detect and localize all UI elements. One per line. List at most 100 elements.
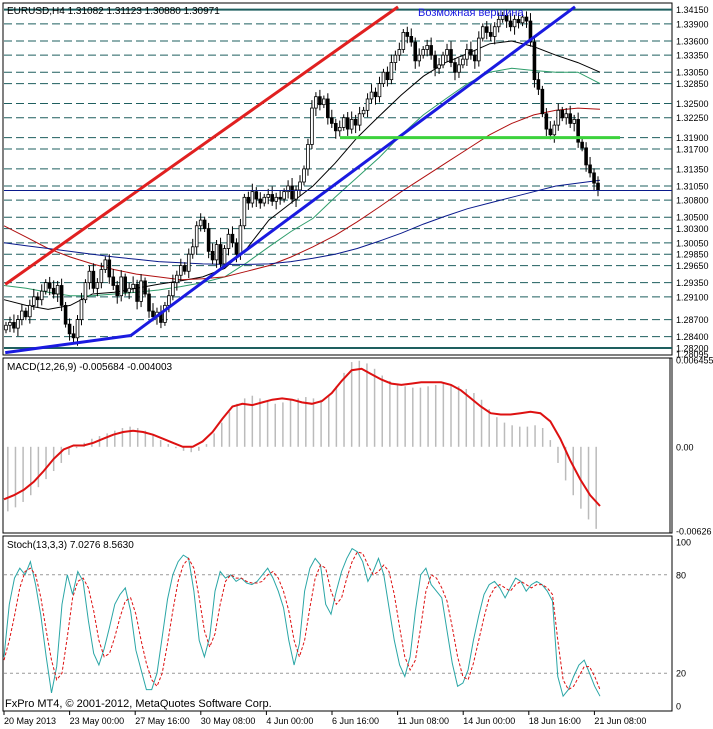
trend-line-1 — [5, 334, 131, 355]
macd-title: MACD(12,26,9) -0.005684 -0.004003 — [7, 362, 173, 373]
time-label: 14 Jun 00:00 — [463, 716, 515, 726]
time-label: 21 Jun 08:00 — [594, 716, 646, 726]
price-label: 1.33350 — [676, 51, 709, 61]
candle — [568, 105, 572, 128]
candle — [226, 228, 231, 256]
candle — [488, 24, 493, 41]
candle — [365, 93, 370, 118]
candle — [139, 274, 143, 308]
macd-tick-label: 0.006455 — [676, 356, 713, 366]
candle — [457, 58, 461, 78]
candle — [99, 262, 104, 289]
price-label: 1.30300 — [676, 224, 709, 234]
candle — [262, 193, 267, 207]
price-label: 1.32250 — [676, 113, 709, 123]
candle — [330, 109, 334, 128]
candle — [449, 41, 453, 68]
trend-line-2 — [129, 5, 576, 337]
candle — [135, 279, 139, 310]
candle — [63, 301, 68, 328]
candle — [147, 288, 151, 318]
candle — [441, 51, 445, 69]
stoch-pane: 100 80 20 0 Stoch(13,3,3) 7.0276 8.5630 FxP… — [2, 535, 691, 712]
price-label: 1.34150 — [676, 5, 709, 15]
trend-line-0 — [4, 5, 399, 286]
candle — [560, 106, 565, 122]
candle — [326, 93, 330, 125]
candle — [242, 193, 247, 230]
moving-average-1 — [3, 67, 601, 297]
candle — [198, 213, 203, 232]
candle — [572, 114, 576, 132]
price-label: 1.28200 — [676, 344, 709, 354]
candle — [115, 280, 120, 304]
candle — [405, 26, 410, 44]
stoch-title: Stoch(13,3,3) 7.0276 8.5630 — [7, 540, 134, 551]
price-label: 1.33900 — [676, 19, 709, 29]
candle — [79, 292, 84, 326]
price-label: 1.28700 — [676, 315, 709, 325]
price-label: 1.32500 — [676, 99, 709, 109]
candle — [87, 265, 92, 290]
candle — [520, 13, 525, 27]
time-label: 20 May 2013 — [4, 716, 56, 726]
candle — [504, 9, 509, 28]
candle — [544, 108, 549, 136]
stoch-tick-label: 0 — [676, 702, 681, 712]
candle — [107, 254, 112, 284]
candle — [508, 13, 513, 32]
candle — [465, 43, 469, 66]
candle — [35, 292, 40, 308]
candle — [425, 39, 429, 57]
price-label: 1.28095 — [676, 350, 709, 360]
candle — [286, 180, 290, 199]
macd-tick-label: 0.00 — [676, 442, 694, 452]
candle — [75, 315, 80, 346]
candle — [345, 112, 350, 136]
candle — [51, 280, 56, 299]
candle — [171, 274, 175, 301]
price-label: 1.30050 — [676, 238, 709, 248]
stoch-level-lines — [4, 574, 670, 674]
macd-axis-labels: 0.006455 0.00 -0.00626 — [676, 356, 713, 537]
candle — [333, 118, 338, 139]
price-label: 1.33600 — [676, 36, 709, 46]
candle — [186, 248, 191, 279]
candle — [580, 138, 584, 152]
footer-copyright: FxPro MT4, © 2001-2012, MetaQuotes Softw… — [5, 698, 272, 710]
moving-average-2 — [3, 107, 601, 281]
stoch-tick-label: 80 — [676, 570, 686, 580]
candle — [47, 276, 52, 296]
trend-lines — [4, 5, 620, 355]
candle — [103, 256, 108, 273]
candle — [182, 262, 187, 275]
candle — [429, 37, 433, 60]
candle — [39, 284, 44, 306]
stoch-tick-label: 20 — [676, 669, 686, 679]
candle — [413, 37, 418, 69]
candle — [353, 114, 358, 134]
macd-signal-line — [3, 367, 601, 507]
candle — [12, 314, 16, 333]
price-label: 1.33050 — [676, 68, 709, 78]
time-label: 30 May 08:00 — [201, 716, 256, 726]
time-axis-labels: 20 May 2013 23 May 00:00 27 May 16:00 30 Ma… — [3, 711, 646, 726]
candle — [4, 321, 8, 334]
candle — [588, 156, 592, 178]
candle — [461, 55, 465, 69]
candle — [71, 325, 76, 343]
candle — [576, 112, 580, 148]
candle — [274, 192, 278, 210]
candle — [67, 318, 72, 341]
price-label: 1.31700 — [676, 145, 709, 155]
candle — [111, 268, 116, 291]
candle — [421, 46, 425, 59]
candle — [409, 28, 414, 47]
candle — [512, 14, 517, 35]
price-label: 1.29650 — [676, 261, 709, 271]
candle — [306, 138, 310, 176]
candle — [377, 76, 382, 103]
candle — [175, 270, 179, 291]
candle — [401, 29, 406, 53]
